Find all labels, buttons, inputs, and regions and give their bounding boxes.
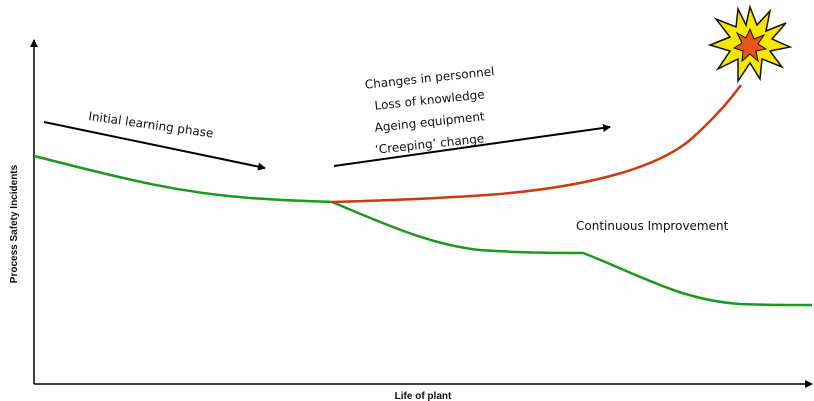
continuous-improvement-label: Continuous Improvement [576, 219, 729, 233]
x-axis-label: Life of plant [395, 391, 452, 401]
y-axis-label: Process Safety Incidents [9, 164, 20, 283]
change-factor-2: Loss of knowledge [374, 87, 485, 112]
change-factor-3: Ageing equipment [374, 109, 486, 135]
change-factors-list: Changes in personnel Loss of knowledge A… [364, 64, 495, 156]
creeping-change-arrow [333, 124, 611, 167]
initial-learning-arrow [43, 121, 266, 171]
explosion-icon [707, 4, 793, 84]
continuous-improvement-curve [33, 154, 813, 307]
deterioration-curve [331, 84, 743, 204]
